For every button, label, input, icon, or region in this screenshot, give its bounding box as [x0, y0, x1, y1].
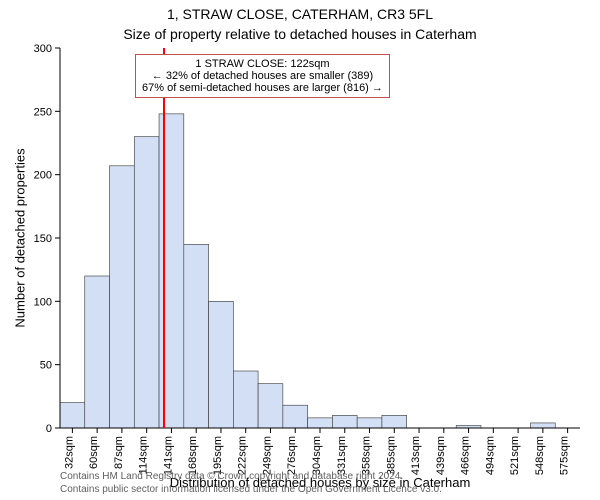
bar: [60, 403, 85, 428]
bar: [258, 384, 283, 428]
x-tick-label: 168sqm: [187, 436, 199, 475]
x-tick-label: 87sqm: [113, 436, 125, 469]
x-tick-label: 114sqm: [138, 436, 150, 474]
x-tick-label: 331sqm: [336, 436, 348, 475]
bar: [308, 418, 333, 428]
bar: [530, 423, 555, 428]
svg-text:150: 150: [34, 233, 52, 245]
svg-text:250: 250: [34, 106, 52, 118]
bar: [184, 244, 209, 428]
plot-area: 05010015020025030032sqm60sqm87sqm114sqm1…: [60, 48, 580, 428]
x-tick-label: 249sqm: [261, 436, 273, 475]
bar: [382, 415, 407, 428]
x-tick-label: 195sqm: [212, 436, 224, 475]
chart-container: 1, STRAW CLOSE, CATERHAM, CR3 5FL Size o…: [0, 0, 600, 500]
annotation-line3: 67% of semi-detached houses are larger (…: [142, 82, 383, 94]
svg-text:300: 300: [34, 43, 52, 55]
credits-line1: Contains HM Land Registry data © Crown c…: [60, 471, 442, 484]
x-tick-label: 32sqm: [63, 436, 75, 469]
x-tick-label: 385sqm: [385, 436, 397, 475]
x-tick-label: 466sqm: [460, 436, 472, 475]
x-tick-label: 222sqm: [237, 436, 249, 475]
x-tick-label: 521sqm: [509, 436, 521, 475]
bar: [110, 166, 135, 428]
x-tick-label: 60sqm: [88, 436, 100, 469]
x-tick-label: 276sqm: [286, 436, 298, 475]
svg-text:50: 50: [40, 360, 52, 372]
histogram-svg: 05010015020025030032sqm60sqm87sqm114sqm1…: [60, 48, 580, 428]
bar: [209, 301, 234, 428]
annotation-box: 1 STRAW CLOSE: 122sqm ← 32% of detached …: [135, 54, 390, 98]
title-line2: Size of property relative to detached ho…: [0, 26, 600, 42]
title-line1: 1, STRAW CLOSE, CATERHAM, CR3 5FL: [0, 6, 600, 22]
x-tick-label: 439sqm: [435, 436, 447, 475]
bar: [332, 415, 357, 428]
x-tick-label: 358sqm: [361, 436, 373, 475]
svg-text:100: 100: [34, 296, 52, 308]
y-axis-label: Number of detached properties: [13, 148, 28, 327]
bar: [283, 405, 308, 428]
x-tick-label: 575sqm: [559, 436, 571, 475]
annotation-line1: 1 STRAW CLOSE: 122sqm: [142, 58, 383, 70]
bar: [159, 114, 184, 428]
x-tick-label: 548sqm: [534, 436, 546, 475]
credits: Contains HM Land Registry data © Crown c…: [60, 471, 442, 496]
bar: [233, 371, 258, 428]
x-tick-label: 141sqm: [162, 436, 174, 475]
credits-line2: Contains public sector information licen…: [60, 484, 442, 497]
x-tick-label: 494sqm: [484, 436, 496, 475]
bar: [134, 137, 159, 428]
bar: [357, 418, 382, 428]
svg-text:0: 0: [46, 423, 52, 435]
svg-text:200: 200: [34, 170, 52, 182]
x-tick-label: 304sqm: [311, 436, 323, 475]
bar: [85, 276, 110, 428]
annotation-line2: ← 32% of detached houses are smaller (38…: [142, 70, 383, 82]
x-tick-label: 413sqm: [410, 436, 422, 475]
